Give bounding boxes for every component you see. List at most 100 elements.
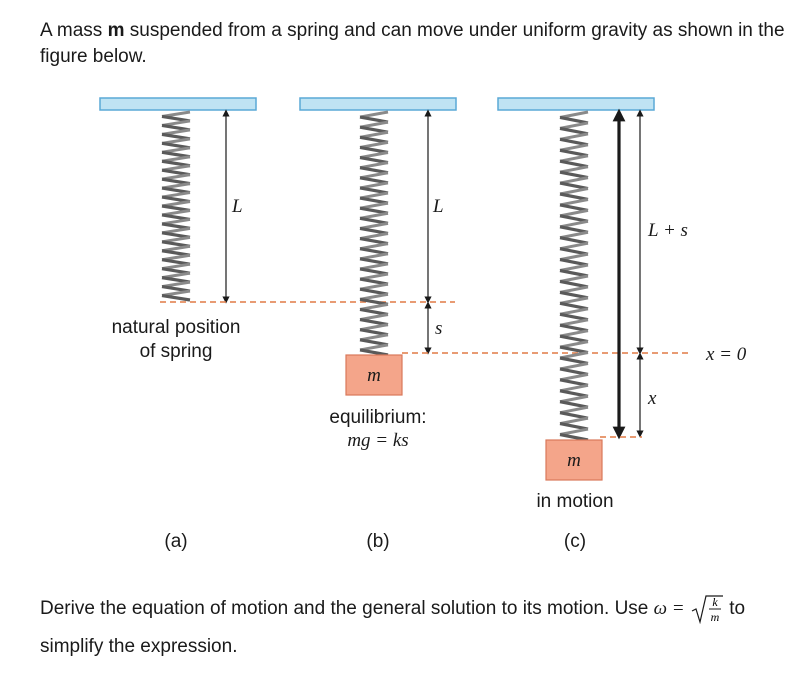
ceiling-b — [299, 97, 457, 111]
spring-coil-back — [559, 329, 589, 338]
spring-coil-back — [359, 151, 389, 160]
spring-coil-back — [359, 140, 389, 149]
length-label-a: L — [231, 196, 243, 217]
spring-coil-back — [559, 132, 589, 141]
spring-coil-back — [359, 171, 389, 180]
spring-coil-back — [559, 110, 589, 119]
spring-coil-front — [559, 268, 589, 278]
spring-coil-back — [559, 383, 589, 393]
spring-coil-back — [359, 242, 389, 251]
spring-coil-front — [559, 137, 589, 147]
question-paragraph: Derive the equation of motion and the ge… — [40, 590, 800, 666]
spring-coil-front — [559, 290, 589, 300]
mass-label-c: m — [567, 450, 581, 471]
spring-coil-front — [359, 155, 389, 165]
spring-coil-back — [559, 394, 589, 404]
panel-label-b: (b) — [366, 531, 389, 552]
equilibrium-caption-1: equilibrium: — [329, 407, 426, 428]
length-label-b: L — [432, 196, 444, 217]
spring-coil-front — [559, 400, 589, 409]
spring-coil-front — [359, 166, 389, 175]
spring-coil-front — [559, 214, 589, 223]
spring-coil-back — [359, 333, 389, 342]
spring-coil-back — [559, 219, 589, 229]
spring-coil-front — [559, 225, 589, 234]
spring-coil-front — [559, 126, 589, 136]
question-text: Derive the equation of motion and the ge… — [40, 598, 654, 619]
spring-coil-back — [559, 285, 589, 294]
spring-coil-front — [559, 247, 589, 256]
spring-coil-back — [559, 405, 589, 415]
spring-coil-back — [359, 262, 389, 271]
motion-caption: in motion — [536, 491, 613, 512]
spring-coil-front — [359, 287, 389, 296]
spring-coil-front — [359, 338, 389, 347]
spring-coil-back — [559, 416, 589, 426]
spring-coil-front — [559, 432, 589, 442]
spring-coil-front — [359, 216, 389, 225]
spring-coil-back — [359, 201, 389, 210]
spring-coil-front — [359, 348, 389, 357]
spring-coil-back — [559, 176, 589, 185]
spring-coil-back — [559, 274, 589, 283]
spring-coil-back — [359, 313, 389, 322]
displacement-label: x — [647, 388, 657, 409]
ceiling-c — [497, 97, 655, 111]
spring-coil-front — [359, 135, 389, 144]
spring-coil-back — [559, 154, 589, 163]
equilibrium-caption-2: mg = ks — [347, 430, 408, 451]
question-line-2: simplify the expression. — [40, 636, 238, 657]
spring-coil-back — [559, 143, 589, 152]
omega-symbol: ω = — [653, 598, 685, 619]
spring-coil-back — [359, 191, 389, 200]
spring-coil-back — [359, 252, 389, 261]
spring-coil-front — [559, 181, 589, 191]
origin-label: x = 0 — [705, 344, 747, 365]
spring-coil-back — [359, 272, 389, 281]
spring-coil-front — [559, 236, 589, 245]
spring-coil-front — [559, 159, 589, 169]
spring-coil-front — [559, 378, 589, 387]
spring-coil-back — [359, 232, 389, 241]
spring-coil-back — [359, 302, 389, 311]
spring-coil-front — [559, 301, 589, 311]
spring-coil-back — [559, 372, 589, 382]
spring-coil-front — [359, 125, 389, 134]
spring-coil-back — [559, 252, 589, 262]
spring-coil-front — [559, 389, 589, 398]
spring-coil-back — [559, 307, 589, 316]
panel-label-a: (a) — [164, 531, 187, 552]
spring-coil-back — [559, 296, 589, 305]
spring-coil-front — [359, 328, 389, 337]
stretch-label: s — [435, 318, 442, 339]
spring-coil-front — [359, 145, 389, 155]
spring-coil-back — [359, 323, 389, 332]
spring-coil-back — [559, 263, 589, 273]
spring-coil-back — [559, 241, 589, 251]
spring-coil-back — [559, 340, 589, 349]
spring-coil-front — [559, 279, 589, 289]
spring-coil-back — [359, 130, 389, 139]
spring-coil-front — [559, 334, 589, 344]
panel-label-c: (c) — [564, 531, 586, 552]
spring-coil-back — [559, 230, 589, 240]
spring-coil-front — [559, 203, 589, 212]
spring-coil-back — [359, 110, 389, 119]
panel-b: L s m equilibrium: mg = ks (b) — [299, 97, 457, 552]
mass-label-b: m — [367, 365, 381, 386]
spring-coil-front — [359, 317, 389, 327]
spring-coil-back — [359, 181, 389, 190]
mass-b — [345, 354, 403, 396]
intro-text: A mass — [40, 20, 108, 41]
spring-coil-front — [359, 236, 389, 246]
spring-coil-front — [359, 186, 389, 195]
spring-coil-front — [359, 226, 389, 236]
spring-coil-front — [559, 411, 589, 420]
natural-position-caption-2: of spring — [140, 341, 213, 362]
spring-coil-back — [559, 427, 589, 437]
spring-coil-front — [161, 293, 191, 302]
spring-coil-front — [559, 115, 589, 125]
spring-coil-back — [559, 208, 589, 218]
spring-coil-front — [359, 196, 389, 205]
spring-coil-front — [559, 148, 589, 158]
